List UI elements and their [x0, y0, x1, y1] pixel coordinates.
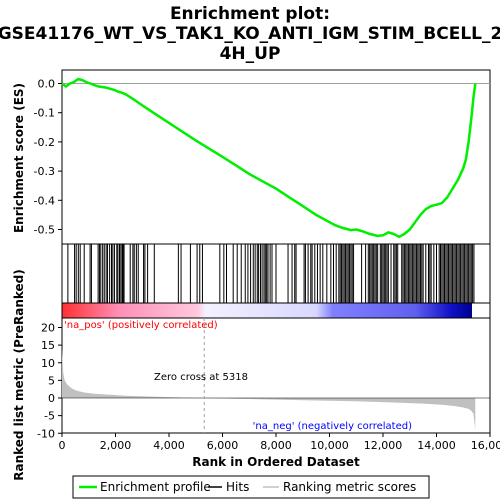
metric-y-tick-label: 0 — [48, 392, 55, 405]
hits-ticks — [67, 244, 475, 303]
metric-y-tick-label: 20 — [41, 322, 55, 335]
metric-panel: Zero cross at 5318 'na_pos' (positively … — [12, 269, 500, 481]
legend-label-hits: Hits — [226, 480, 249, 494]
legend: Enrichment profile Hits Ranking metric s… — [72, 475, 430, 499]
enrichment-profile-line — [61, 77, 477, 239]
x-tick-label: 4,000 — [153, 439, 185, 452]
x-tick-label: 0 — [59, 439, 66, 452]
x-tick-label: 10,000 — [310, 439, 349, 452]
x-tick-label: 12,000 — [364, 439, 403, 452]
metric-y-tick-label: 15 — [41, 339, 55, 352]
legend-frame — [72, 475, 430, 499]
es-y-tick-label: -0.3 — [34, 165, 55, 178]
enrichment-panel: 0.0 -0.1 -0.2 -0.3 -0.4 -0.5 Enrichment score… — [12, 69, 491, 245]
metric-y-tick-label: -10 — [37, 427, 55, 440]
chart-title-line-1: Enrichment plot: — [170, 4, 330, 24]
metric-axis-label: Ranked list metric (PreRanked) — [12, 269, 26, 481]
legend-label-enrichment: Enrichment profile — [100, 480, 211, 494]
x-tick-label: 14,000 — [417, 439, 456, 452]
x-tick-label: 6,000 — [207, 439, 239, 452]
metric-y-tick-label: 5 — [48, 374, 55, 387]
legend-label-ranking: Ranking metric scores — [283, 480, 416, 494]
es-y-tick-label: -0.1 — [34, 107, 55, 120]
es-y-tick-label: -0.2 — [34, 136, 55, 149]
x-tick-label: 16,000 — [471, 439, 500, 452]
es-y-ticks: 0.0 -0.1 -0.2 -0.3 -0.4 -0.5 — [34, 78, 62, 237]
negative-correlation-label: 'na_neg' (negatively correlated) — [253, 421, 412, 432]
es-y-tick-label: 0.0 — [38, 78, 56, 91]
chart-title-line-3: 4H_UP — [220, 44, 281, 64]
rank-color-bar — [62, 303, 472, 318]
es-axis-label: Enrichment score (ES) — [12, 83, 26, 233]
x-tick-label: 2,000 — [100, 439, 132, 452]
chart-title-line-2: GSE41176_WT_VS_TAK1_KO_ANTI_IGM_STIM_BCE… — [0, 24, 500, 44]
metric-x-ticks: 0 2,000 4,000 6,000 8,000 10,000 12,000 14,000 1… — [59, 433, 500, 452]
es-y-tick-label: -0.4 — [34, 194, 55, 207]
zero-cross-label: Zero cross at 5318 — [154, 372, 248, 383]
metric-y-tick-label: -5 — [44, 410, 55, 423]
hits-panel — [61, 243, 491, 304]
es-y-tick-label: -0.5 — [34, 224, 55, 237]
metric-panel-frame — [61, 317, 491, 434]
enrichment-panel-frame — [61, 69, 491, 245]
positive-correlation-label: 'na_pos' (positively correlated) — [64, 320, 218, 331]
metric-y-ticks: 20 15 10 5 0 -5 -10 — [37, 322, 62, 440]
metric-y-tick-label: 10 — [41, 357, 55, 370]
x-axis-label: Rank in Ordered Dataset — [192, 455, 360, 469]
x-tick-label: 8,000 — [260, 439, 292, 452]
